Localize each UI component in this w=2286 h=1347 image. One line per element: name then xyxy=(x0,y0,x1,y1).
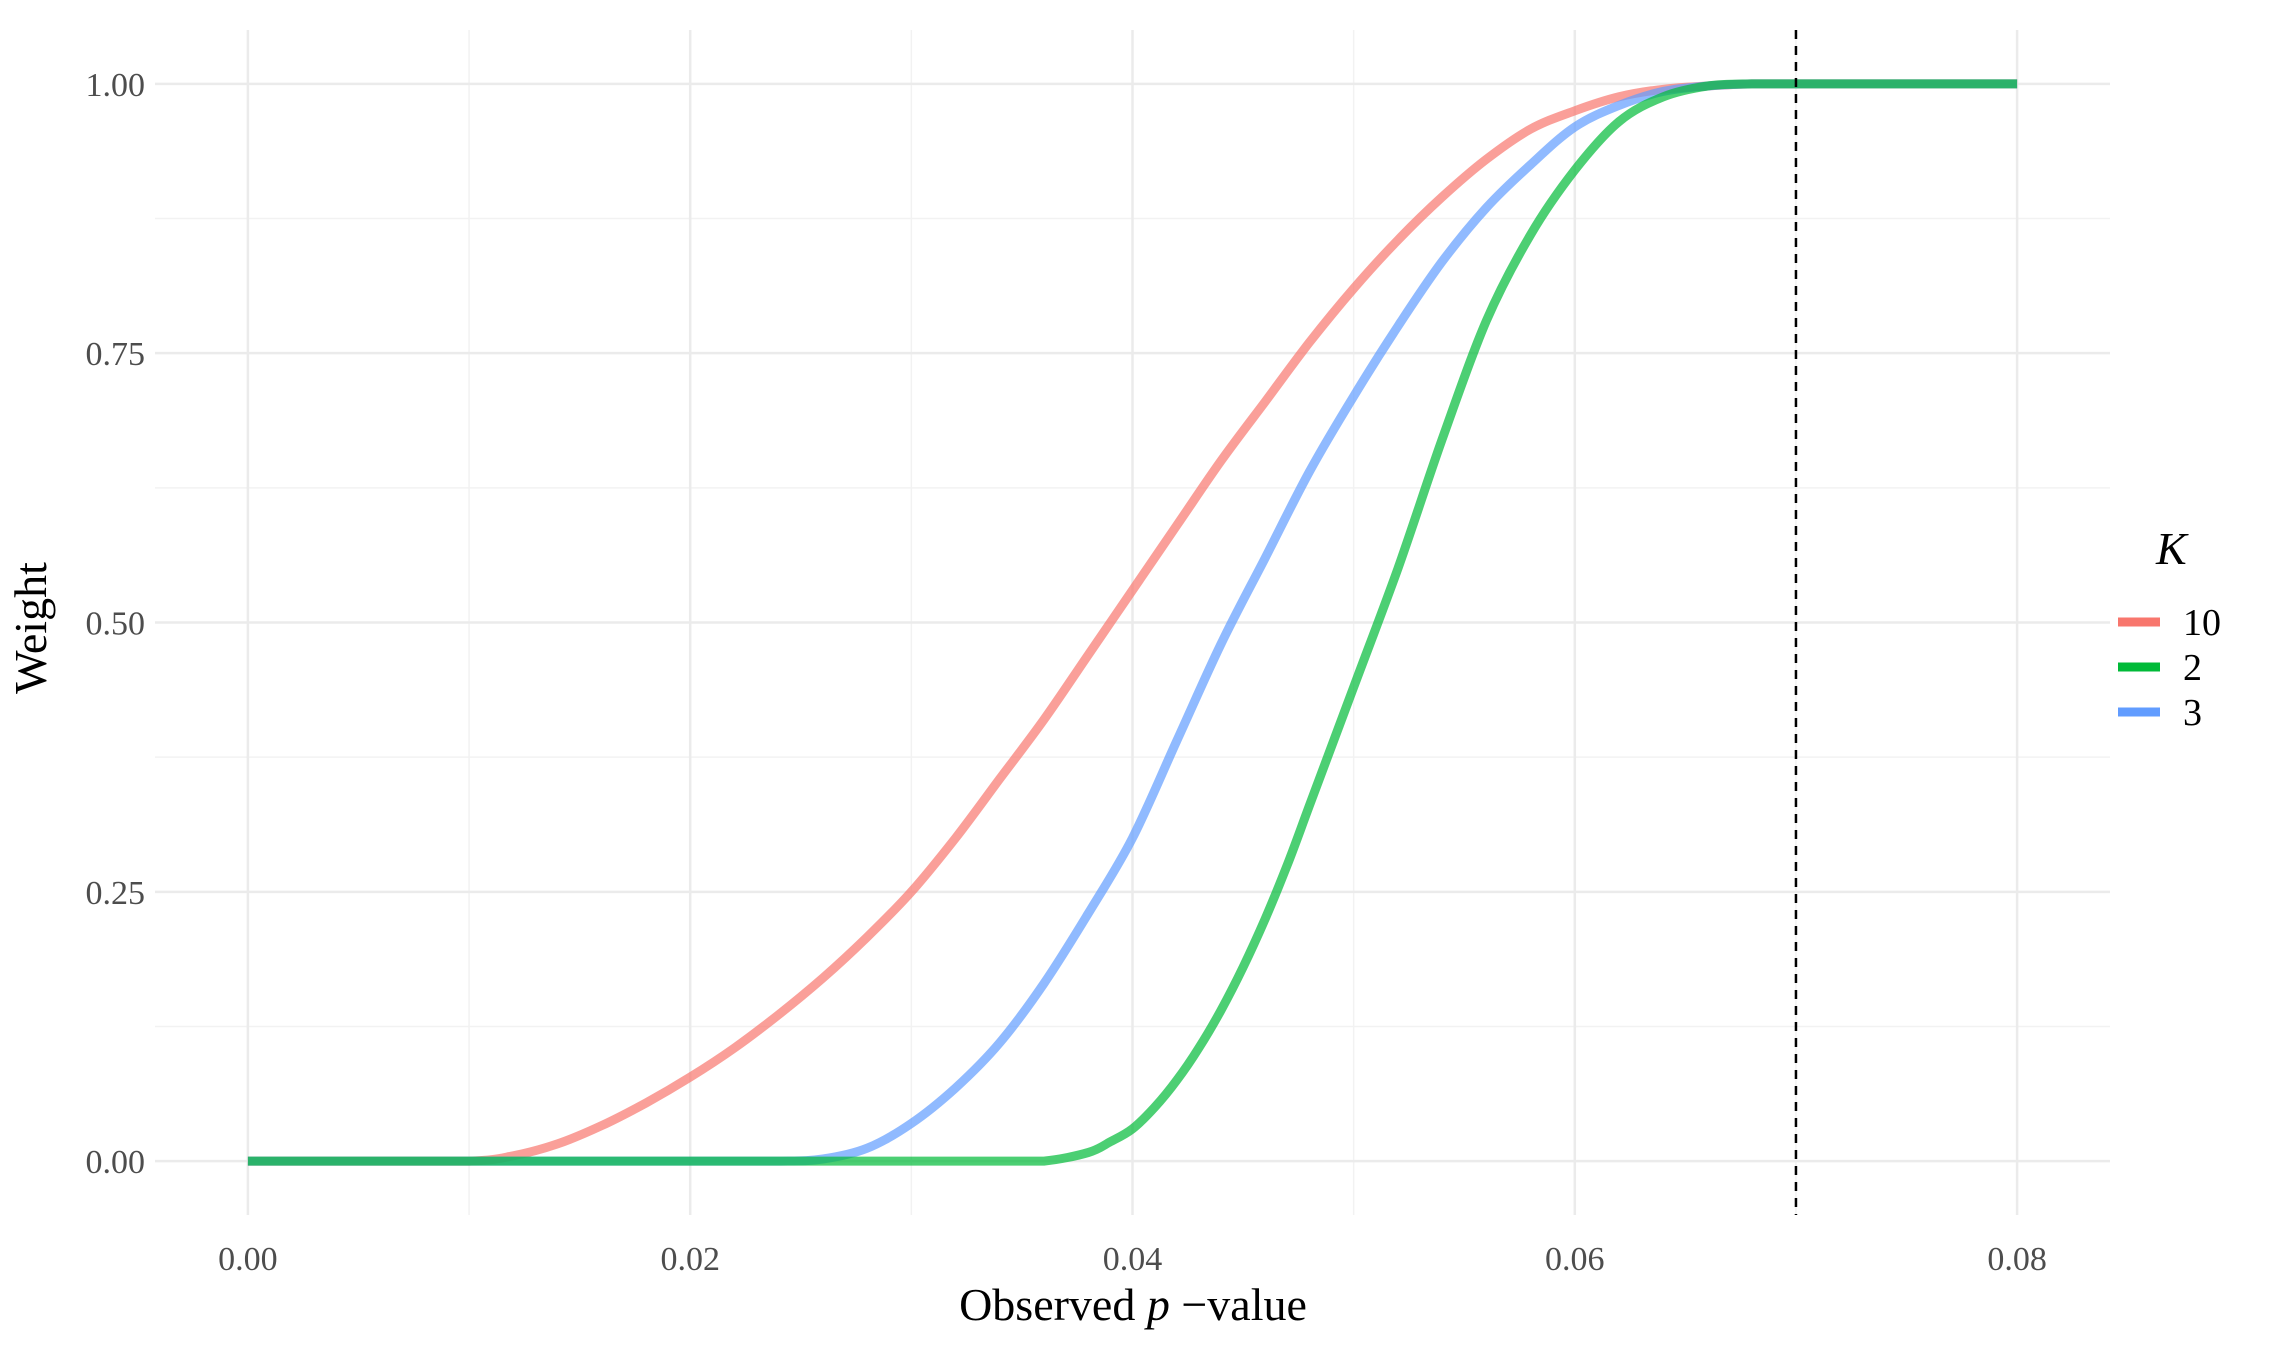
x-tick-label: 0.06 xyxy=(1545,1241,1605,1278)
x-tick-label: 0.04 xyxy=(1103,1241,1163,1278)
x-axis-title-suffix: −value xyxy=(1170,1279,1307,1330)
y-tick-label: 0.50 xyxy=(86,606,146,643)
y-axis-tick-labels: 0.00 0.25 0.50 0.75 1.00 xyxy=(86,67,146,1181)
legend-label-3: 3 xyxy=(2183,692,2202,734)
x-axis-title-italic: p xyxy=(1144,1279,1170,1330)
x-tick-label: 0.02 xyxy=(660,1241,720,1278)
x-axis-title-prefix: Observed xyxy=(959,1279,1147,1330)
y-axis-title: Weight xyxy=(5,562,56,694)
y-tick-label: 0.00 xyxy=(86,1144,146,1181)
legend-label-10: 10 xyxy=(2183,602,2221,644)
major-gridlines xyxy=(155,30,2110,1215)
legend-label-2: 2 xyxy=(2183,647,2202,689)
x-tick-label: 0.08 xyxy=(1987,1241,2047,1278)
series-lines xyxy=(247,79,2018,1166)
y-tick-label: 1.00 xyxy=(86,67,146,104)
y-tick-label: 0.75 xyxy=(86,336,146,373)
x-axis-title: Observed p −value xyxy=(959,1279,1307,1330)
legend-title: K xyxy=(2155,523,2189,574)
x-axis-tick-labels: 0.00 0.02 0.04 0.06 0.08 xyxy=(218,1241,2047,1278)
series-line-2 xyxy=(247,79,2018,1166)
y-tick-label: 0.25 xyxy=(86,875,146,912)
x-tick-label: 0.00 xyxy=(218,1241,278,1278)
